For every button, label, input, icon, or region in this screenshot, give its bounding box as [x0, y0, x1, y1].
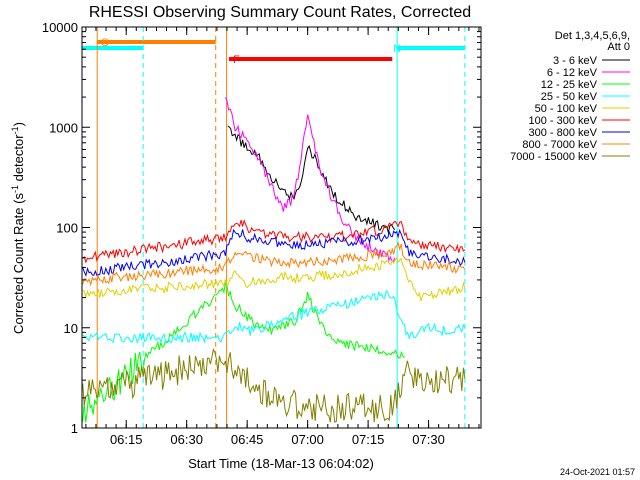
series-line-5	[82, 219, 466, 264]
legend-label-4: 50 - 100 keV	[535, 103, 598, 115]
series-layer	[82, 97, 466, 423]
flag-label-s-0: S	[101, 37, 108, 49]
series-line-2	[82, 281, 405, 423]
chart-title: RHESSI Observing Summary Count Rates, Co…	[89, 4, 471, 21]
x-axis-label: Start Time (18-Mar-13 06:04:02)	[188, 456, 374, 471]
legend-label-7: 800 - 7000 keV	[522, 139, 597, 151]
flag-label-n-1: N	[72, 43, 80, 55]
legend-header-line2: Att 0	[607, 41, 630, 53]
legend-label-0: 3 - 6 keV	[553, 55, 598, 67]
y-tick-label-0: 1	[71, 421, 78, 436]
series-line-4	[82, 256, 466, 302]
y-tick-label-1: 10	[64, 321, 78, 336]
y-axis-label: Corrected Count Rate (s-1 detector-1)	[10, 122, 26, 334]
x-tick-label-1: 06:30	[170, 432, 203, 447]
legend-label-8: 7000 - 15000 keV	[510, 151, 598, 163]
series-line-7	[82, 240, 466, 287]
footer-date: 24-Oct-2021 01:57	[560, 467, 635, 477]
flag-label-f-3: F	[233, 54, 240, 66]
x-tick-label-5: 07:30	[412, 432, 445, 447]
flags-layer: SNNF	[72, 37, 465, 66]
markers-layer	[82, 27, 466, 428]
y-tick-label-3: 1000	[49, 120, 78, 135]
series-line-0	[227, 125, 396, 235]
x-tick-label-3: 07:00	[291, 432, 324, 447]
legend-label-2: 12 - 25 keV	[541, 79, 598, 91]
legend-label-6: 300 - 800 keV	[529, 127, 598, 139]
y-tick-label-2: 100	[56, 221, 78, 236]
series-line-1	[224, 97, 396, 263]
y-tick-label-4: 10000	[42, 20, 78, 35]
x-axis-ticks: 06:15 06:30 06:45 07:00 07:15 07:30	[85, 27, 480, 447]
series-line-3	[82, 289, 466, 344]
legend-header-line1: Det 1,3,4,5,6,9,	[555, 30, 630, 42]
x-tick-label-2: 06:45	[231, 432, 264, 447]
legend-label-3: 25 - 50 keV	[541, 91, 598, 103]
x-tick-label-0: 06:15	[110, 432, 143, 447]
series-line-6	[82, 228, 466, 278]
x-tick-label-4: 07:15	[352, 432, 385, 447]
series-line-8	[82, 347, 466, 423]
legend-label-5: 100 - 300 keV	[529, 115, 598, 127]
legend-label-1: 6 - 12 keV	[547, 67, 598, 79]
y-axis-ticks: 1 10 100 1000 10000	[42, 20, 481, 436]
